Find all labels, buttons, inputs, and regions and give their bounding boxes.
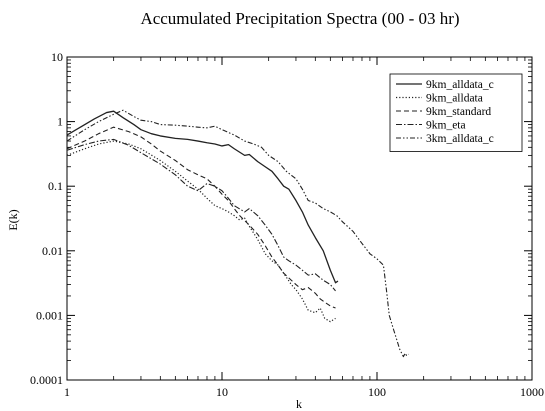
plot-frame xyxy=(66,56,533,381)
legend-label: 9km_eta xyxy=(426,120,466,132)
series-line-3km-alldata-c xyxy=(66,109,409,358)
y-tick-label: 0.01 xyxy=(42,244,63,258)
y-tick-label: 0.0001 xyxy=(30,373,63,387)
chart-title: Accumulated Precipitation Spectra (00 - … xyxy=(140,9,459,28)
legend-label: 9km_standard xyxy=(426,106,491,118)
series-layer xyxy=(66,109,409,358)
series-line-9km-alldata-c xyxy=(66,110,339,284)
legend-box xyxy=(389,73,523,152)
x-tick-label: 10 xyxy=(216,385,228,399)
x-tick-label: 100 xyxy=(368,385,386,399)
series-line-9km-eta xyxy=(66,138,336,292)
y-tick-label: 0.1 xyxy=(48,179,63,193)
y-tick-label: 1 xyxy=(57,115,63,129)
x-tick-label: 1 xyxy=(64,385,70,399)
x-tick-label: 1000 xyxy=(520,385,544,399)
y-tick-label: 0.001 xyxy=(36,308,63,322)
y-tick-label: 10 xyxy=(51,50,63,64)
legend-label: 9km_alldata_c xyxy=(426,79,494,91)
x-axis-label: k xyxy=(296,397,302,411)
series-line-9km-standard xyxy=(66,126,336,309)
y-axis-label: E(k) xyxy=(6,209,20,230)
axes: 1 10 100 1000 0.0001 0.001 0.01 0.1 1 10 xyxy=(30,50,544,399)
legend-label: 9km_alldata xyxy=(426,93,483,105)
legend-label: 3km_alldata_c xyxy=(426,133,494,145)
series-line-9km-alldata xyxy=(66,140,336,323)
